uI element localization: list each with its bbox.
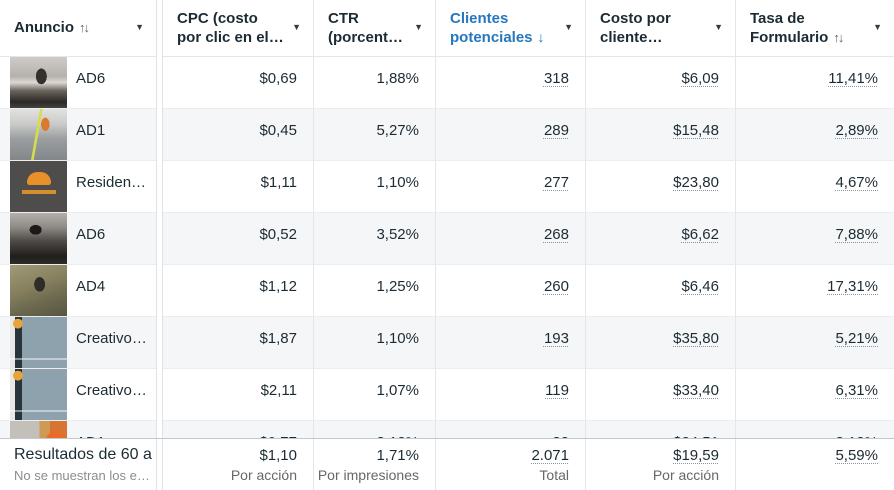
cost-per-lead-value: $23,80 — [585, 161, 735, 213]
column-header-anuncio[interactable]: Anuncio ↑↓ ▼ — [0, 0, 156, 57]
chevron-down-icon[interactable]: ▼ — [292, 22, 301, 32]
ctr-value: 5,27% — [313, 109, 435, 161]
leads-value: 260 — [435, 265, 585, 317]
column-label-ctr: CTR (porcent… — [328, 10, 403, 46]
form-rate-value: 17,31% — [735, 265, 894, 317]
results-count-label: Resultados de 60 a — [14, 446, 152, 463]
table-row[interactable]: Residen… $1,11 1,10% 277 $23,80 4,67% — [0, 161, 894, 213]
leads-value: 193 — [435, 317, 585, 369]
ad-thumbnail — [10, 317, 67, 368]
cpc-value: $1,11 — [163, 161, 313, 213]
column-label-cpc: CPC (costo por clic en el… — [177, 10, 284, 46]
column-label-clientes: Clientes potenciales ↓ — [450, 10, 545, 46]
chevron-down-icon[interactable]: ▼ — [564, 22, 573, 32]
ctr-value: 1,07% — [313, 369, 435, 421]
sort-arrows-icon[interactable]: ↑↓ — [833, 30, 844, 45]
summary-results: Resultados de 60 a No se muestran los e… — [0, 439, 156, 490]
column-label-tasa: Tasa de Formulario ↑↓ — [750, 10, 844, 46]
results-note: No se muestran los e… — [14, 468, 150, 483]
ad-name: AD6 — [76, 70, 106, 87]
ad-name: Creativo… — [76, 382, 147, 399]
sort-descending-icon[interactable]: ↓ — [537, 29, 545, 45]
form-rate-value: 11,41% — [735, 57, 894, 109]
table-row[interactable]: AD6 $0,52 3,52% 268 $6,62 7,88% — [0, 213, 894, 265]
ctr-value: 1,25% — [313, 265, 435, 317]
column-header-cpc[interactable]: CPC (costo por clic en el… ▼ — [163, 0, 313, 57]
column-header-ctr[interactable]: CTR (porcent… ▼ — [313, 0, 435, 57]
column-label-costo: Costo por cliente… — [600, 10, 671, 46]
cpc-value: $1,12 — [163, 265, 313, 317]
ad-thumbnail — [10, 161, 67, 212]
form-rate-value: 5,21% — [735, 317, 894, 369]
ad-name: Residen… — [76, 174, 147, 191]
cost-per-lead-value: $6,62 — [585, 213, 735, 265]
column-header-clientes-potenciales[interactable]: Clientes potenciales ↓ ▼ — [435, 0, 585, 57]
table-row[interactable]: Creativo… $2,11 1,07% 119 $33,40 6,31% — [0, 369, 894, 421]
ad-name: Creativo… — [76, 330, 147, 347]
form-rate-value: 2,89% — [735, 109, 894, 161]
ad-name: AD6 — [76, 226, 106, 243]
chevron-down-icon[interactable]: ▼ — [414, 22, 423, 32]
cost-per-lead-value: $6,09 — [585, 57, 735, 109]
ad-thumbnail — [10, 265, 67, 316]
leads-value: 119 — [435, 369, 585, 421]
frozen-column-divider — [156, 0, 163, 57]
cost-per-lead-value: $6,46 — [585, 265, 735, 317]
ctr-value: 1,10% — [313, 317, 435, 369]
chevron-down-icon[interactable]: ▼ — [873, 22, 882, 32]
cost-per-lead-value: $15,48 — [585, 109, 735, 161]
column-header-costo-por-cliente[interactable]: Costo por cliente… ▼ — [585, 0, 735, 57]
cpc-value: $0,69 — [163, 57, 313, 109]
summary-row: Resultados de 60 a No se muestran los e…… — [0, 438, 894, 490]
summary-ctr: 1,71% Por impresiones — [313, 439, 435, 490]
leads-value: 277 — [435, 161, 585, 213]
sort-arrows-icon[interactable]: ↑↓ — [79, 20, 90, 35]
leads-value: 318 — [435, 57, 585, 109]
cpc-value: $0,52 — [163, 213, 313, 265]
cost-per-lead-value: $33,40 — [585, 369, 735, 421]
anuncio-label: Anuncio — [14, 19, 74, 36]
form-rate-value: 4,67% — [735, 161, 894, 213]
summary-leads: 2.071 Total — [435, 439, 585, 490]
cpc-value: $0,45 — [163, 109, 313, 161]
cpc-value: $2,11 — [163, 369, 313, 421]
table-row[interactable]: Creativo… $1,87 1,10% 193 $35,80 5,21% — [0, 317, 894, 369]
leads-value: 268 — [435, 213, 585, 265]
ctr-value: 1,10% — [313, 161, 435, 213]
ad-thumbnail — [10, 109, 67, 160]
ctr-value: 3,52% — [313, 213, 435, 265]
form-rate-value: 7,88% — [735, 213, 894, 265]
table-header: Anuncio ↑↓ ▼ CPC (costo por clic en el… ▼… — [0, 0, 894, 57]
column-label-anuncio: Anuncio ↑↓ — [0, 0, 156, 37]
cpc-value: $1,87 — [163, 317, 313, 369]
summary-rate: 5,59% — [735, 439, 894, 490]
chevron-down-icon[interactable]: ▼ — [714, 22, 723, 32]
form-rate-value: 6,31% — [735, 369, 894, 421]
leads-value: 289 — [435, 109, 585, 161]
ad-thumbnail — [10, 57, 67, 108]
ad-name: AD4 — [76, 278, 106, 295]
chevron-down-icon[interactable]: ▼ — [135, 22, 144, 32]
cost-per-lead-value: $35,80 — [585, 317, 735, 369]
table-row[interactable]: AD1 $0,45 5,27% 289 $15,48 2,89% — [0, 109, 894, 161]
ad-name: AD1 — [76, 122, 106, 139]
table-row[interactable]: AD6 $0,69 1,88% 318 $6,09 11,41% — [0, 57, 894, 109]
ctr-value: 1,88% — [313, 57, 435, 109]
ad-thumbnail — [10, 369, 67, 420]
ad-thumbnail — [10, 213, 67, 264]
summary-cpc: $1,10 Por acción — [163, 439, 313, 490]
summary-cost: $19,59 Por acción — [585, 439, 735, 490]
column-header-tasa-formulario[interactable]: Tasa de Formulario ↑↓ ▼ — [735, 0, 894, 57]
table-row[interactable]: AD4 $1,12 1,25% 260 $6,46 17,31% — [0, 265, 894, 317]
